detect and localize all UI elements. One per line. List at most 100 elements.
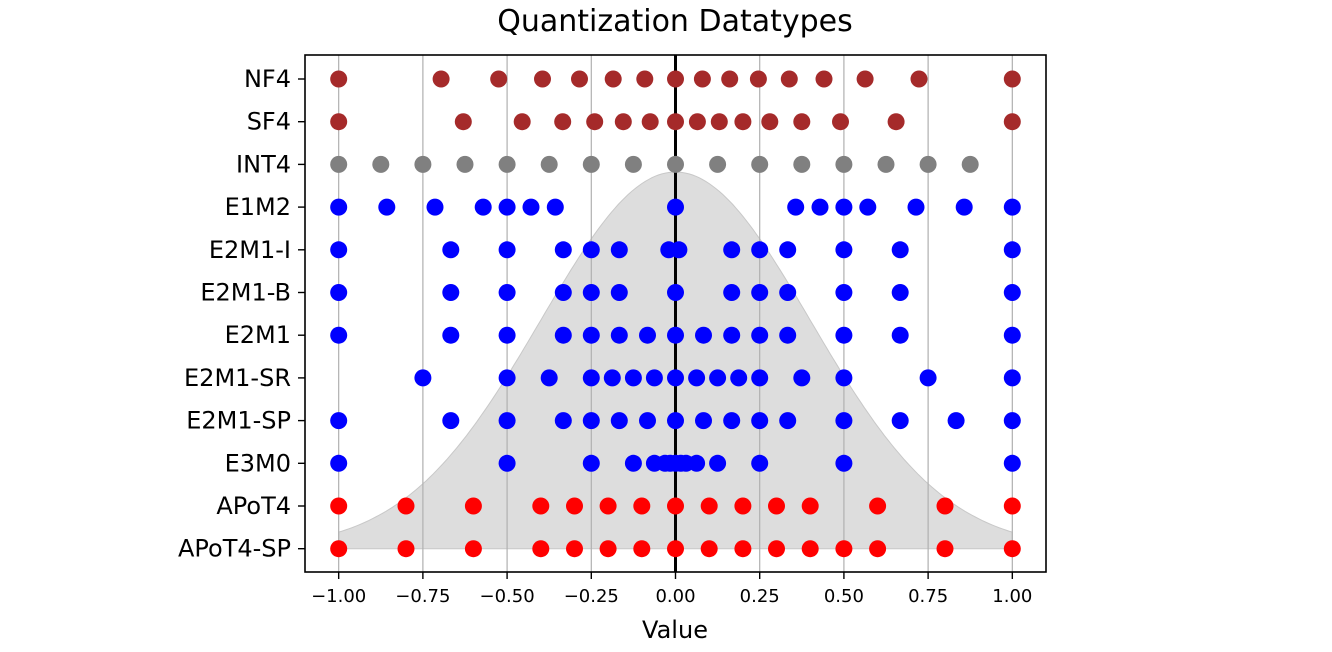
x-tick-label: −0.75 bbox=[395, 586, 450, 607]
data-point bbox=[779, 326, 797, 344]
y-tick-label: E2M1 bbox=[225, 321, 291, 349]
data-point bbox=[723, 412, 741, 430]
x-tick-label: −1.00 bbox=[311, 586, 366, 607]
data-point bbox=[734, 113, 752, 131]
series-e1m2 bbox=[330, 198, 1021, 216]
data-point bbox=[779, 284, 797, 301]
y-tick-label: E2M1-B bbox=[200, 279, 291, 307]
data-point bbox=[1003, 412, 1021, 430]
data-point bbox=[1003, 369, 1021, 387]
x-axis-label: Value bbox=[642, 616, 708, 644]
data-point bbox=[761, 113, 779, 131]
grid-layer bbox=[338, 55, 1013, 572]
data-point bbox=[693, 70, 711, 88]
data-point bbox=[723, 241, 741, 259]
data-point bbox=[532, 497, 550, 515]
data-point bbox=[891, 241, 909, 259]
series-apot4 bbox=[330, 497, 1021, 515]
data-point bbox=[955, 198, 973, 216]
x-tick-label: 0.00 bbox=[655, 586, 695, 607]
data-point bbox=[1003, 497, 1021, 515]
data-point bbox=[599, 540, 617, 558]
data-point bbox=[734, 497, 752, 515]
data-point bbox=[330, 70, 348, 88]
x-tick-label: −0.50 bbox=[480, 586, 535, 607]
data-point bbox=[432, 70, 450, 88]
data-point bbox=[709, 155, 727, 173]
data-point bbox=[700, 540, 718, 558]
data-point bbox=[1003, 198, 1021, 216]
data-point bbox=[498, 241, 516, 259]
data-point bbox=[566, 540, 583, 558]
data-point bbox=[639, 326, 656, 344]
data-point bbox=[554, 241, 572, 259]
data-point bbox=[835, 284, 853, 301]
data-point bbox=[835, 454, 853, 472]
series-sf4 bbox=[330, 113, 1021, 131]
data-point bbox=[670, 241, 688, 259]
data-point bbox=[787, 198, 805, 216]
data-point bbox=[688, 369, 706, 387]
data-point bbox=[793, 369, 811, 387]
data-point bbox=[961, 155, 979, 173]
data-point bbox=[610, 326, 628, 344]
data-point bbox=[641, 113, 659, 131]
data-point bbox=[582, 241, 600, 259]
series-e2m1-sr bbox=[414, 369, 1021, 387]
data-point bbox=[454, 113, 472, 131]
series-e2m1 bbox=[330, 326, 1021, 344]
y-tick-label: E2M1-I bbox=[209, 236, 291, 264]
data-point bbox=[330, 497, 348, 515]
y-tick-label: APoT4-SP bbox=[178, 535, 291, 563]
data-point bbox=[546, 198, 564, 216]
data-point bbox=[498, 284, 516, 301]
data-point bbox=[1003, 326, 1021, 344]
data-point bbox=[907, 198, 925, 216]
data-point bbox=[936, 497, 954, 515]
data-point bbox=[330, 326, 348, 344]
data-point bbox=[723, 284, 741, 301]
data-point bbox=[330, 241, 348, 259]
data-point bbox=[534, 70, 551, 88]
data-point bbox=[566, 497, 583, 515]
data-point bbox=[397, 540, 415, 558]
y-tick-label: INT4 bbox=[236, 150, 291, 178]
data-point bbox=[633, 497, 651, 515]
data-point bbox=[721, 70, 739, 88]
data-point bbox=[751, 155, 769, 173]
data-point bbox=[877, 155, 895, 173]
data-point bbox=[624, 454, 642, 472]
data-point bbox=[667, 284, 684, 301]
data-point bbox=[582, 326, 600, 344]
data-point bbox=[540, 369, 558, 387]
data-point bbox=[751, 454, 769, 472]
y-tick-label: E2M1-SR bbox=[184, 364, 291, 392]
data-point bbox=[498, 326, 516, 344]
data-point bbox=[1003, 70, 1021, 88]
data-point bbox=[749, 70, 767, 88]
data-point bbox=[667, 198, 684, 216]
data-point bbox=[667, 412, 684, 430]
y-tick-label: E3M0 bbox=[225, 449, 291, 477]
data-point bbox=[330, 284, 348, 301]
chart-title: Quantization Datatypes bbox=[497, 4, 853, 39]
data-point bbox=[695, 412, 712, 430]
data-point bbox=[586, 113, 604, 131]
data-point bbox=[610, 284, 628, 301]
data-point bbox=[751, 241, 769, 259]
data-point bbox=[498, 454, 516, 472]
data-point bbox=[667, 326, 684, 344]
series-e2m1-i bbox=[330, 241, 1021, 259]
data-point bbox=[571, 70, 588, 88]
data-point bbox=[442, 412, 460, 430]
series-nf4 bbox=[330, 70, 1021, 88]
points-layer bbox=[330, 70, 1021, 558]
data-point bbox=[378, 198, 396, 216]
y-tick-label: NF4 bbox=[244, 65, 291, 93]
data-point bbox=[624, 369, 642, 387]
data-point bbox=[695, 326, 712, 344]
x-tick-label: 0.75 bbox=[908, 586, 948, 607]
data-point bbox=[667, 155, 684, 173]
data-point bbox=[1003, 113, 1021, 131]
data-point bbox=[582, 369, 600, 387]
